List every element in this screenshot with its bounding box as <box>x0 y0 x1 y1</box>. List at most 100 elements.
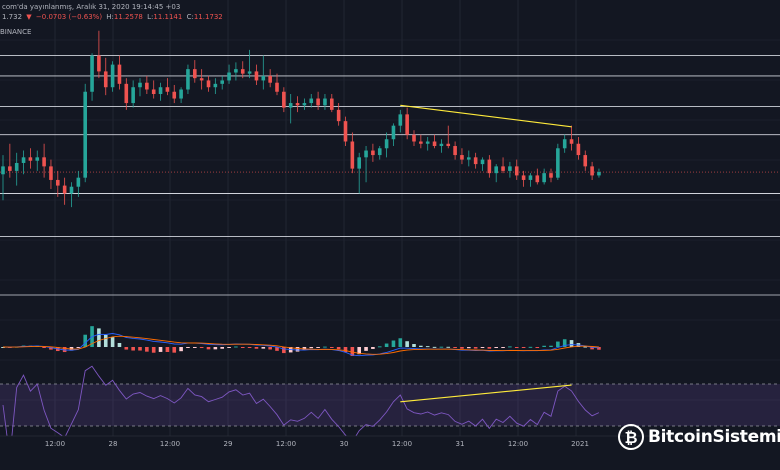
candle-body <box>508 166 512 171</box>
macd-histogram-bar <box>343 347 348 353</box>
candle-body <box>131 87 135 104</box>
macd-histogram-bar <box>398 338 403 347</box>
candle-body <box>62 185 67 194</box>
candle-body <box>179 89 183 99</box>
macd-histogram-bar <box>193 347 197 348</box>
macd-histogram-bar <box>514 347 519 348</box>
macd-histogram-bar <box>487 347 492 349</box>
macd-histogram-bar <box>268 347 272 350</box>
candle-body <box>158 87 163 95</box>
header-h-value: 11.2578 <box>113 13 143 21</box>
header-l-label: L: <box>147 13 154 21</box>
rsi-band <box>0 384 780 426</box>
candle-body <box>384 139 389 149</box>
candle-body <box>21 157 26 163</box>
header-change: −0.0703 (−0.63%) <box>35 13 103 21</box>
macd-histogram-bar <box>151 347 156 353</box>
macd-histogram-bar <box>275 347 279 351</box>
macd-histogram-bar <box>508 346 512 348</box>
candle-body <box>138 82 142 88</box>
macd-histogram-bar <box>42 347 46 348</box>
macd-histogram-bar <box>549 345 553 347</box>
macd-histogram-bar <box>206 347 211 350</box>
header-c-label: C: <box>186 13 194 21</box>
x-tick-label: 12:00 <box>45 440 65 448</box>
candle-body <box>583 155 588 167</box>
macd-histogram-bar <box>494 347 498 348</box>
candle-body <box>336 109 341 122</box>
candle-body <box>460 155 464 160</box>
candle-body <box>371 150 375 156</box>
macd-histogram-bar <box>138 347 142 351</box>
macd-histogram-bar <box>234 346 238 348</box>
x-tick-label: 12:00 <box>508 440 528 448</box>
macd-histogram-bar <box>357 347 361 355</box>
candle-body <box>528 175 533 180</box>
x-tick-label: 12:00 <box>276 440 296 448</box>
macd-histogram-bar <box>330 347 334 348</box>
macd-histogram-bar <box>569 340 574 347</box>
candle-body <box>521 175 526 180</box>
macd-histogram-bar <box>597 347 601 350</box>
macd-histogram-bar <box>562 339 567 347</box>
candle-body <box>69 186 74 194</box>
macd-histogram-bar <box>213 347 218 350</box>
candle-body <box>487 159 492 174</box>
macd-histogram-bar <box>282 347 286 354</box>
candle-body <box>535 175 540 183</box>
macd-histogram-bar <box>336 347 341 350</box>
macd-pane <box>1 326 601 357</box>
x-tick-label: 31 <box>456 440 465 448</box>
candle-body <box>439 143 444 147</box>
candle-body <box>377 148 382 156</box>
macd-histogram-bar <box>254 347 259 349</box>
macd-histogram-bar <box>145 347 149 352</box>
candle-body <box>165 87 170 92</box>
trendlines <box>400 104 572 403</box>
macd-histogram-bar <box>583 346 588 348</box>
macd-histogram-bar <box>227 347 231 348</box>
candle-body <box>569 139 574 144</box>
rsi-trendline <box>400 384 572 403</box>
candle-body <box>220 80 224 84</box>
x-tick-label: 12:00 <box>160 440 180 448</box>
macd-histogram-bar <box>124 347 129 350</box>
candle-body <box>1 166 5 175</box>
candle-body <box>556 148 560 178</box>
macd-histogram-bar <box>316 347 320 348</box>
candle-body <box>590 166 594 176</box>
macd-histogram-bar <box>110 337 115 347</box>
candle-body <box>282 91 286 108</box>
candle-body <box>103 71 108 88</box>
header-last: 1.732 <box>2 13 23 21</box>
macd-histogram-bar <box>419 345 423 347</box>
candle-body <box>186 69 190 90</box>
candle-body <box>254 71 259 81</box>
candle-body <box>412 134 416 142</box>
candles <box>1 30 601 208</box>
candle-body <box>364 150 368 158</box>
x-tick-label: 2021 <box>571 440 589 448</box>
macd-histogram-bar <box>186 347 190 348</box>
price-trendline <box>400 104 572 128</box>
candle-body <box>480 159 485 165</box>
candle-body <box>549 173 553 178</box>
macd-histogram-bar <box>439 346 444 348</box>
macd-histogram-bar <box>302 347 307 351</box>
candle-body <box>8 166 12 171</box>
header-h-label: H: <box>106 13 114 21</box>
candle-body <box>357 157 361 169</box>
macd-histogram-bar <box>467 347 471 349</box>
macd-histogram-bar <box>158 347 163 352</box>
macd-histogram-bar <box>240 347 245 348</box>
watermark: ₿ BitcoinSistemi <box>618 424 780 450</box>
macd-histogram-bar <box>309 347 314 349</box>
macd-histogram-bar <box>131 347 135 351</box>
candle-body <box>110 64 115 88</box>
x-tick-label: 28 <box>109 440 118 448</box>
grid <box>0 0 780 436</box>
macd-histogram-bar <box>103 334 108 347</box>
macd-signal-line <box>2 335 599 355</box>
